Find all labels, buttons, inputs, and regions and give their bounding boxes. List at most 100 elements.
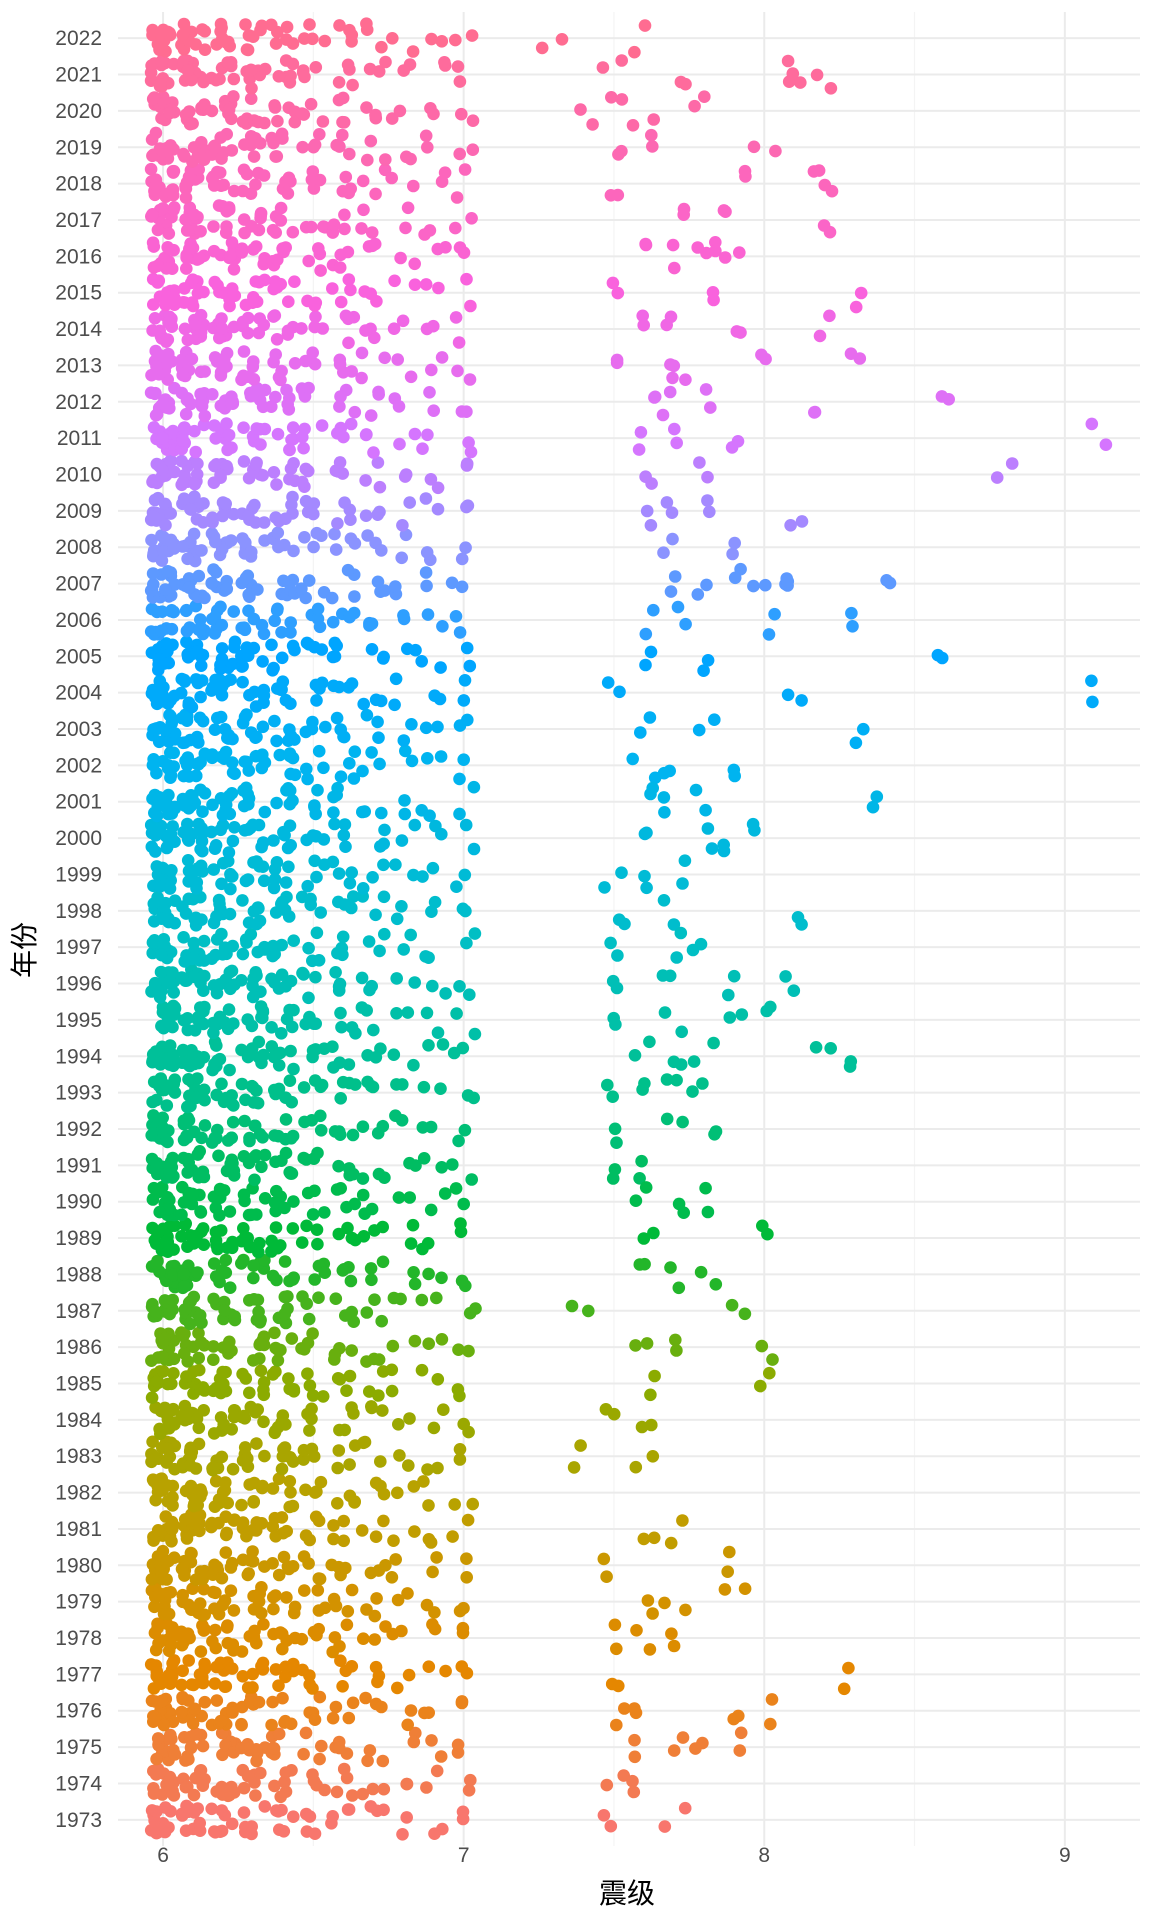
data-point	[219, 675, 232, 689]
data-point	[355, 1524, 369, 1537]
data-point	[608, 1122, 622, 1136]
data-point	[153, 43, 166, 57]
data-point	[285, 1332, 299, 1345]
data-point	[369, 108, 382, 122]
data-point	[239, 933, 253, 946]
data-point	[208, 459, 221, 473]
data-point	[747, 140, 761, 154]
data-point	[356, 1188, 370, 1202]
data-point	[156, 1350, 169, 1363]
data-point	[308, 799, 321, 812]
data-point	[182, 696, 196, 709]
data-point	[656, 969, 670, 982]
data-point	[166, 1657, 179, 1670]
data-point	[646, 140, 659, 153]
data-point	[205, 1802, 218, 1816]
data-point	[434, 750, 448, 763]
data-point	[236, 659, 249, 673]
data-point	[283, 1074, 297, 1087]
data-point	[311, 783, 324, 797]
data-point	[272, 1129, 285, 1143]
data-point	[837, 1682, 851, 1696]
data-point	[419, 950, 432, 963]
data-point	[431, 1373, 445, 1386]
data-point	[697, 664, 710, 677]
data-point	[419, 721, 433, 735]
data-point	[315, 676, 329, 690]
data-point	[313, 1690, 327, 1704]
data-point	[450, 1007, 463, 1020]
data-point	[402, 1459, 415, 1472]
data-point	[313, 1752, 326, 1766]
data-point	[434, 1082, 447, 1095]
data-point	[214, 662, 227, 676]
y-tick-label: 2004	[55, 682, 102, 705]
data-point	[178, 1327, 191, 1341]
data-point	[176, 1588, 189, 1602]
data-point	[147, 897, 161, 910]
data-point	[215, 152, 228, 165]
data-point	[359, 428, 373, 442]
data-point	[676, 1514, 689, 1527]
data-point	[190, 513, 204, 526]
data-point	[237, 1253, 250, 1267]
data-point	[601, 1078, 614, 1092]
data-point	[634, 726, 647, 739]
data-point	[236, 675, 249, 689]
data-point	[195, 834, 209, 848]
data-point	[256, 1479, 269, 1493]
data-point	[422, 1660, 436, 1673]
data-point	[435, 1333, 449, 1346]
data-point	[355, 971, 369, 985]
data-point	[425, 905, 438, 918]
data-point	[224, 982, 237, 996]
data-point	[360, 1306, 374, 1319]
data-point	[160, 1099, 174, 1112]
data-point	[707, 1036, 720, 1050]
data-point	[449, 1182, 463, 1195]
data-point	[299, 1726, 313, 1740]
data-point	[219, 1266, 233, 1279]
data-point	[256, 1131, 269, 1144]
data-point	[243, 1386, 256, 1400]
data-point	[287, 1062, 300, 1076]
data-point	[307, 507, 320, 521]
data-point	[388, 698, 401, 712]
data-point	[215, 688, 229, 702]
data-point	[608, 1618, 622, 1632]
data-point	[343, 757, 356, 770]
data-point	[387, 1291, 401, 1305]
data-point	[303, 1533, 317, 1547]
data-point	[701, 654, 715, 667]
data-point	[197, 984, 210, 997]
data-point	[247, 150, 261, 163]
data-point	[225, 144, 239, 157]
data-point	[312, 1291, 325, 1304]
data-point	[247, 1096, 260, 1109]
data-point	[393, 1449, 406, 1462]
data-point	[759, 578, 772, 592]
data-point	[146, 1435, 159, 1449]
data-point	[372, 65, 386, 78]
data-point	[643, 711, 657, 724]
data-point	[386, 32, 399, 45]
data-point	[257, 1048, 270, 1062]
data-point	[408, 257, 422, 271]
data-point	[275, 1462, 289, 1476]
data-point	[184, 1546, 198, 1560]
data-point	[153, 1205, 166, 1219]
data-point	[453, 807, 466, 821]
data-point	[208, 419, 221, 432]
data-point	[314, 1109, 327, 1123]
data-point	[298, 32, 311, 45]
data-point	[301, 879, 315, 893]
data-point	[439, 987, 452, 1000]
data-point	[220, 417, 233, 430]
data-point	[436, 620, 449, 633]
data-point	[467, 842, 481, 856]
y-tick-label: 2018	[55, 173, 102, 196]
data-point	[265, 972, 278, 986]
data-point	[728, 571, 742, 585]
data-point	[310, 870, 323, 884]
data-point	[150, 1805, 163, 1818]
